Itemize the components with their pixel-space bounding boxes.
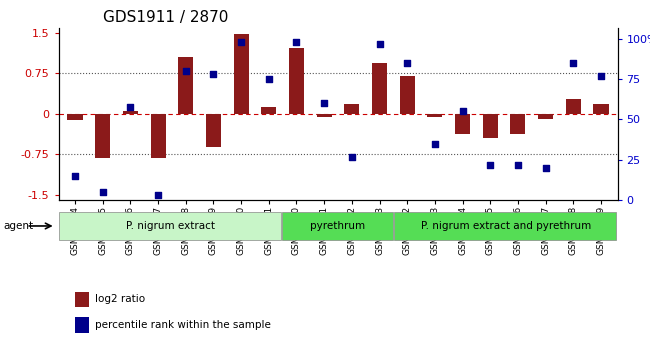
Point — [595, 73, 606, 79]
Point — [208, 72, 218, 77]
Point — [153, 193, 163, 198]
Point — [98, 189, 108, 195]
Text: agent: agent — [3, 221, 33, 231]
Bar — [400, 76, 415, 114]
Point — [568, 60, 578, 66]
Bar — [317, 114, 332, 117]
Point — [540, 165, 551, 171]
Bar — [123, 111, 138, 114]
Point — [236, 39, 246, 45]
Bar — [261, 107, 276, 114]
Point — [430, 141, 440, 146]
Point — [458, 109, 468, 114]
Bar — [233, 34, 249, 114]
Point — [513, 162, 523, 167]
Bar — [344, 104, 359, 114]
Bar — [151, 114, 166, 158]
Point — [291, 39, 302, 45]
Bar — [538, 114, 553, 119]
Bar — [593, 104, 608, 114]
Text: GDS1911 / 2870: GDS1911 / 2870 — [103, 10, 229, 25]
FancyBboxPatch shape — [282, 212, 393, 240]
Bar — [206, 114, 221, 147]
Bar — [566, 99, 581, 114]
Point — [485, 162, 495, 167]
Bar — [455, 114, 470, 134]
Point — [125, 104, 136, 109]
Point — [70, 173, 81, 179]
Text: pyrethrum: pyrethrum — [311, 221, 365, 231]
Bar — [75, 292, 89, 307]
Bar — [482, 114, 498, 138]
Point — [264, 77, 274, 82]
Bar — [372, 63, 387, 114]
Point — [402, 60, 412, 66]
Bar — [427, 114, 443, 117]
Bar — [68, 114, 83, 120]
Point — [319, 101, 330, 106]
Text: log2 ratio: log2 ratio — [95, 294, 145, 304]
Text: percentile rank within the sample: percentile rank within the sample — [95, 320, 270, 330]
FancyBboxPatch shape — [394, 212, 616, 240]
Point — [346, 154, 357, 159]
Bar — [289, 48, 304, 114]
Bar — [95, 114, 110, 158]
Bar — [75, 317, 89, 333]
Text: P. nigrum extract and pyrethrum: P. nigrum extract and pyrethrum — [421, 221, 591, 231]
Bar — [510, 114, 525, 134]
Point — [181, 68, 191, 74]
Bar — [178, 57, 194, 114]
Text: P. nigrum extract: P. nigrum extract — [126, 221, 214, 231]
Point — [374, 41, 385, 47]
FancyBboxPatch shape — [58, 212, 281, 240]
